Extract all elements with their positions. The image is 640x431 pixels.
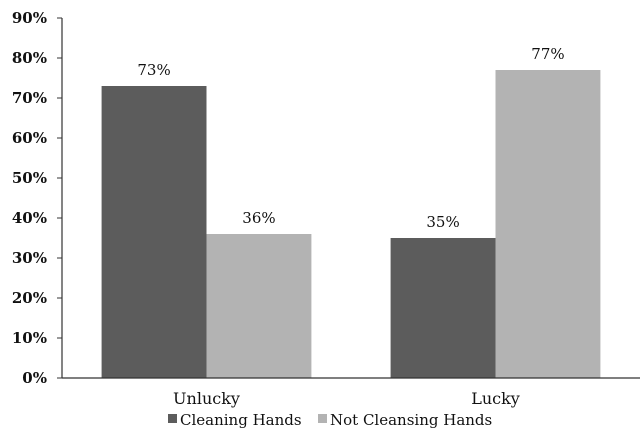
bars-group — [101, 70, 601, 378]
bar — [390, 238, 496, 378]
y-tick-label: 30% — [12, 249, 47, 267]
legend-swatch — [168, 414, 177, 423]
data-label: 35% — [426, 213, 459, 231]
data-labels-group: 73% 36% 35% 77% — [137, 45, 564, 231]
y-tick-label: 0% — [22, 369, 47, 387]
y-axis-ticks: 0% 10% 20% 30% 40% 50% 60% 70% 80% 90% — [12, 9, 62, 387]
data-label: 73% — [137, 61, 170, 79]
y-tick-label: 60% — [12, 129, 47, 147]
x-axis-categories: Unlucky Lucky — [173, 389, 520, 408]
legend-label: Cleaning Hands — [180, 411, 302, 429]
data-label: 77% — [531, 45, 564, 63]
y-tick-label: 90% — [12, 9, 47, 27]
legend-label: Not Cleansing Hands — [330, 411, 492, 429]
bar — [206, 234, 312, 378]
y-tick-label: 80% — [12, 49, 47, 67]
y-tick-label: 50% — [12, 169, 47, 187]
y-tick-label: 10% — [12, 329, 47, 347]
bar — [495, 70, 601, 378]
data-label: 36% — [242, 209, 275, 227]
x-category-label: Lucky — [471, 389, 520, 408]
y-tick-label: 70% — [12, 89, 47, 107]
y-tick-label: 40% — [12, 209, 47, 227]
legend-swatch — [318, 414, 327, 423]
x-category-label: Unlucky — [173, 389, 240, 408]
bar — [101, 86, 207, 378]
y-tick-label: 20% — [12, 289, 47, 307]
legend: Cleaning Hands Not Cleansing Hands — [168, 411, 492, 429]
